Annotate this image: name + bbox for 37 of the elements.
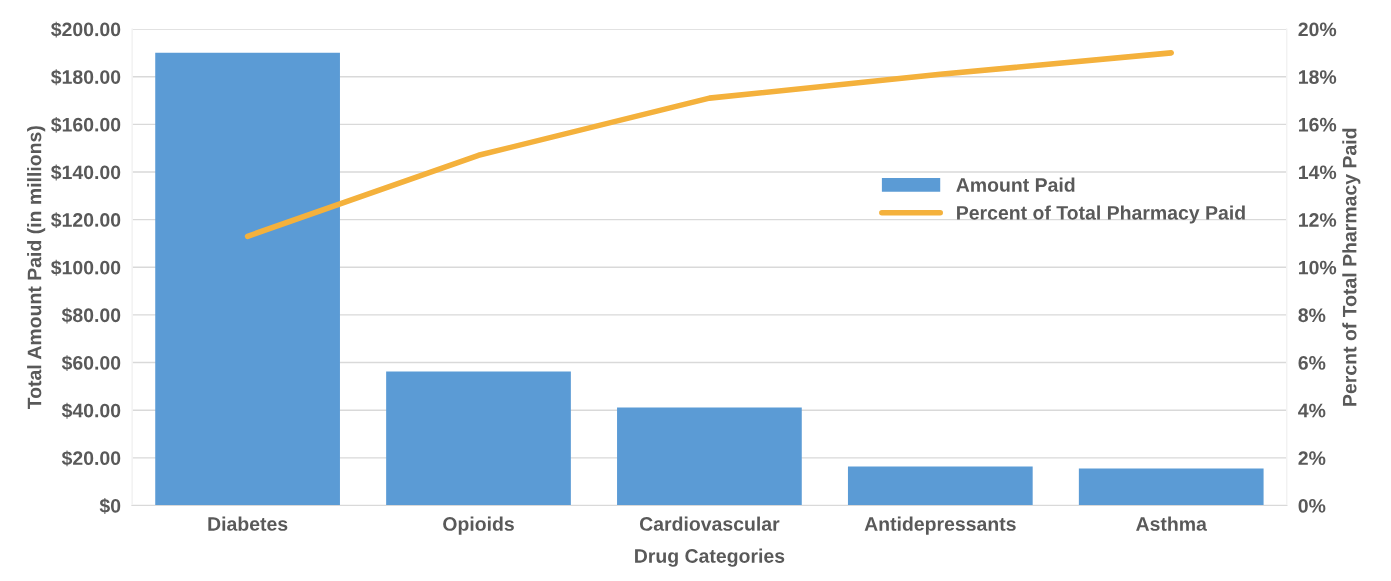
bar <box>386 371 571 506</box>
y-tick-label: $100.00 <box>51 259 121 276</box>
bar <box>617 407 802 506</box>
y-tick-label: $0 <box>99 498 121 514</box>
y2-tick-label: 8% <box>1298 308 1326 323</box>
y2-tick-label: 2% <box>1298 451 1326 466</box>
x-tick-label: Opioids <box>443 516 514 535</box>
y2-tick-label: 20% <box>1298 22 1337 37</box>
y2-tick-label: 18% <box>1299 70 1337 84</box>
y-tick-label: $160.00 <box>51 116 121 133</box>
y-tick-label: $140.00 <box>51 164 121 181</box>
x-tick-label: Diabetes <box>208 516 288 531</box>
y-tick-label: $20.00 <box>61 450 121 467</box>
legend-label: Percent of Total Pharmacy Paid <box>957 205 1245 224</box>
legend-label: Amount Paid <box>956 177 1075 192</box>
x-tick-label: Cardiovascular <box>639 516 780 531</box>
y2-tick-label: 14% <box>1299 165 1337 180</box>
bar <box>1078 468 1264 506</box>
bar <box>847 466 1033 506</box>
y2-tick-label: 10% <box>1299 260 1337 275</box>
x-tick-label: Antidepressants <box>864 516 1016 535</box>
y-tick-label: $40.00 <box>61 402 121 419</box>
y2-tick-label: 0% <box>1298 498 1326 513</box>
y2-axis-title: Percnt of Total Pharmacy Paid <box>1342 128 1361 406</box>
y-tick-label: $80.00 <box>61 307 121 324</box>
y2-tick-label: 4% <box>1298 403 1326 418</box>
y2-tick-label: 6% <box>1298 356 1326 370</box>
y2-tick-label: 16% <box>1299 117 1337 132</box>
x-tick-label: Asthma <box>1136 516 1207 531</box>
y-tick-label: $180.00 <box>51 69 121 86</box>
y-axis-title: Total Amount Paid (in millions) <box>27 126 46 410</box>
bar <box>155 52 340 506</box>
y-tick-label: $200.00 <box>51 21 121 38</box>
y-tick-label: $60.00 <box>61 355 121 372</box>
y2-tick-label: 12% <box>1299 213 1337 227</box>
y-tick-label: $120.00 <box>51 212 121 229</box>
x-axis-title: Drug Categories <box>635 548 785 567</box>
